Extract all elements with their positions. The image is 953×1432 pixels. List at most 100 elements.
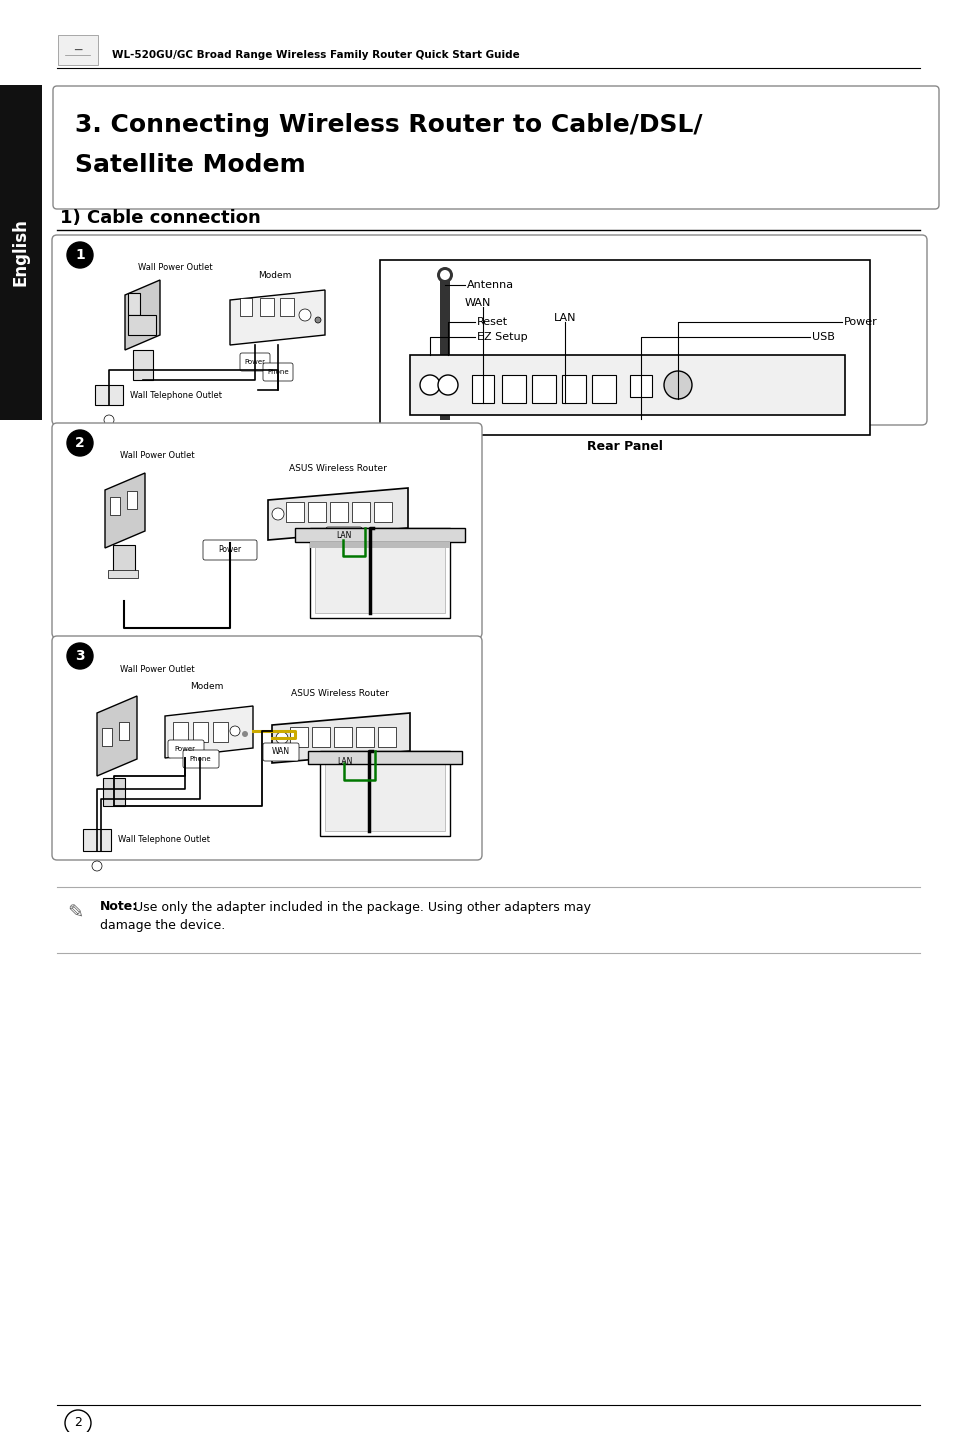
Circle shape bbox=[242, 730, 248, 737]
Bar bbox=[260, 298, 274, 316]
Polygon shape bbox=[272, 713, 410, 763]
Bar bbox=[103, 778, 125, 806]
FancyBboxPatch shape bbox=[327, 752, 363, 770]
Text: ✎: ✎ bbox=[67, 904, 83, 922]
Text: 1) Cable connection: 1) Cable connection bbox=[60, 209, 260, 228]
Text: 1: 1 bbox=[75, 248, 85, 262]
Bar bbox=[108, 570, 138, 579]
Text: Power: Power bbox=[174, 746, 195, 752]
Text: Wall Power Outlet: Wall Power Outlet bbox=[120, 451, 194, 461]
Text: English: English bbox=[12, 219, 30, 286]
Text: ASUS Wireless Router: ASUS Wireless Router bbox=[291, 689, 389, 697]
Bar bbox=[294, 528, 464, 541]
Text: Wall Power Outlet: Wall Power Outlet bbox=[120, 664, 194, 673]
FancyBboxPatch shape bbox=[326, 527, 361, 546]
FancyBboxPatch shape bbox=[53, 86, 938, 209]
Bar bbox=[127, 491, 137, 508]
FancyBboxPatch shape bbox=[183, 750, 219, 768]
FancyBboxPatch shape bbox=[263, 743, 298, 760]
Bar bbox=[58, 34, 98, 64]
Polygon shape bbox=[97, 696, 137, 776]
Circle shape bbox=[439, 271, 450, 281]
Bar bbox=[532, 375, 556, 402]
Circle shape bbox=[663, 371, 691, 400]
Circle shape bbox=[67, 242, 92, 268]
Text: Modem: Modem bbox=[258, 271, 292, 279]
Text: damage the device.: damage the device. bbox=[100, 918, 225, 931]
Bar bbox=[102, 727, 112, 746]
Bar bbox=[319, 750, 450, 836]
Bar bbox=[472, 375, 494, 402]
Bar bbox=[312, 727, 330, 748]
Text: Wall Telephone Outlet: Wall Telephone Outlet bbox=[118, 835, 210, 843]
Bar bbox=[629, 375, 651, 397]
Text: 2: 2 bbox=[75, 435, 85, 450]
Bar bbox=[128, 294, 140, 315]
Bar bbox=[310, 541, 450, 548]
Bar bbox=[439, 275, 450, 420]
FancyBboxPatch shape bbox=[263, 362, 293, 381]
Text: ━━: ━━ bbox=[73, 47, 82, 53]
Bar bbox=[213, 722, 228, 742]
Circle shape bbox=[314, 316, 320, 324]
Bar bbox=[334, 727, 352, 748]
Bar bbox=[561, 375, 585, 402]
Circle shape bbox=[419, 375, 439, 395]
Bar bbox=[110, 497, 120, 516]
Text: 3: 3 bbox=[75, 649, 85, 663]
FancyBboxPatch shape bbox=[52, 422, 481, 639]
Text: Note:: Note: bbox=[100, 901, 138, 914]
Bar bbox=[330, 503, 348, 523]
Text: Antenna: Antenna bbox=[467, 281, 514, 291]
Bar bbox=[240, 298, 252, 316]
Circle shape bbox=[298, 309, 311, 321]
Text: Rear Panel: Rear Panel bbox=[586, 441, 662, 454]
Text: WL-520GU/GC Broad Range Wireless Family Router Quick Start Guide: WL-520GU/GC Broad Range Wireless Family … bbox=[112, 50, 519, 60]
Polygon shape bbox=[165, 706, 253, 758]
Bar bbox=[132, 349, 152, 379]
Text: 2: 2 bbox=[74, 1416, 82, 1429]
Bar bbox=[193, 722, 208, 742]
Text: EZ Setup: EZ Setup bbox=[476, 332, 527, 342]
Bar bbox=[128, 315, 156, 335]
Text: USB: USB bbox=[811, 332, 834, 342]
Text: Power: Power bbox=[218, 546, 241, 554]
Bar bbox=[119, 722, 129, 740]
Bar bbox=[308, 503, 326, 523]
Bar bbox=[314, 533, 444, 613]
Bar bbox=[0, 84, 42, 420]
FancyBboxPatch shape bbox=[52, 235, 926, 425]
Bar bbox=[379, 261, 869, 435]
Bar bbox=[308, 750, 461, 765]
Polygon shape bbox=[230, 291, 325, 345]
Text: Wall Power Outlet: Wall Power Outlet bbox=[138, 263, 213, 272]
Text: Reset: Reset bbox=[476, 316, 508, 326]
Circle shape bbox=[67, 643, 92, 669]
Circle shape bbox=[437, 375, 457, 395]
Text: Modem: Modem bbox=[190, 682, 223, 692]
Text: Phone: Phone bbox=[267, 369, 289, 375]
Text: LAN: LAN bbox=[336, 531, 352, 540]
Bar bbox=[325, 756, 444, 831]
Circle shape bbox=[65, 1411, 91, 1432]
Bar bbox=[95, 385, 123, 405]
Text: LAN: LAN bbox=[553, 314, 576, 324]
Text: Power: Power bbox=[843, 316, 877, 326]
Circle shape bbox=[436, 266, 453, 284]
Circle shape bbox=[230, 726, 240, 736]
Text: 3. Connecting Wireless Router to Cable/DSL/: 3. Connecting Wireless Router to Cable/D… bbox=[75, 113, 701, 137]
Bar bbox=[290, 727, 308, 748]
Text: Wall Telephone Outlet: Wall Telephone Outlet bbox=[130, 391, 222, 400]
Bar bbox=[592, 375, 616, 402]
Text: ASUS Wireless Router: ASUS Wireless Router bbox=[289, 464, 387, 473]
Polygon shape bbox=[268, 488, 408, 540]
Text: Power: Power bbox=[244, 359, 265, 365]
FancyBboxPatch shape bbox=[240, 354, 270, 371]
Circle shape bbox=[104, 415, 113, 425]
Bar bbox=[374, 503, 392, 523]
FancyBboxPatch shape bbox=[168, 740, 204, 758]
Bar bbox=[352, 503, 370, 523]
Circle shape bbox=[67, 430, 92, 455]
FancyBboxPatch shape bbox=[52, 636, 481, 861]
Circle shape bbox=[272, 508, 284, 520]
